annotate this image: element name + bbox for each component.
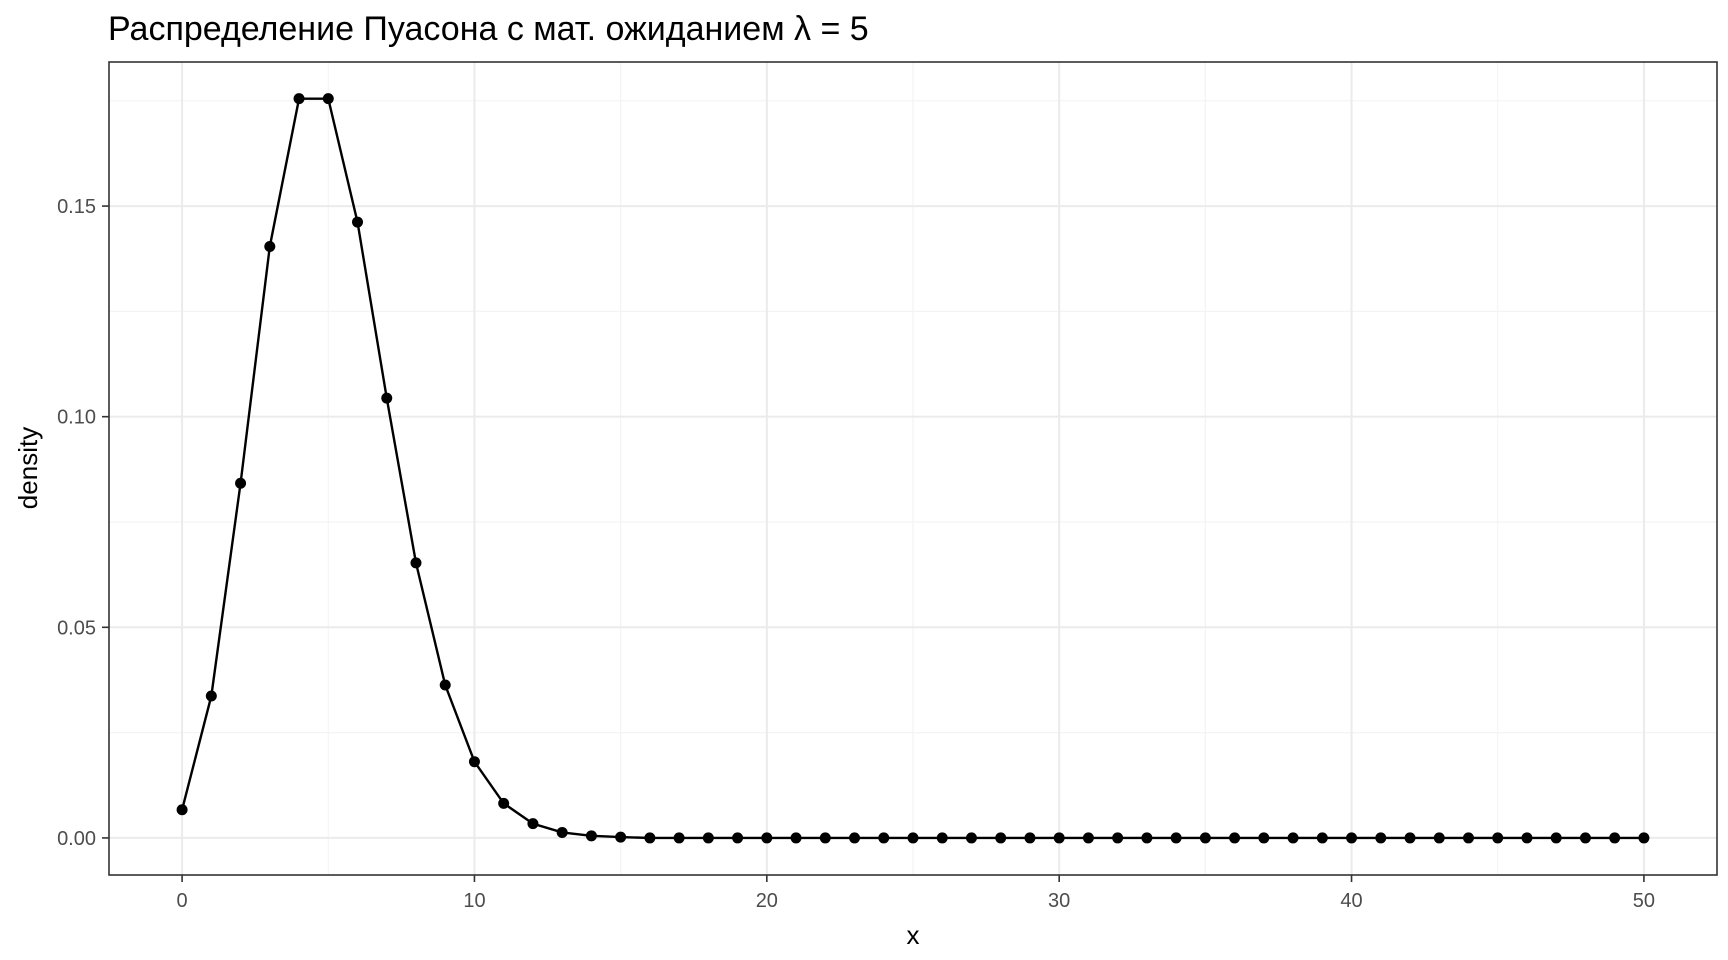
density-point xyxy=(322,93,334,105)
x-tick-label: 30 xyxy=(1048,890,1070,912)
density-point xyxy=(761,832,773,844)
x-tick-label: 0 xyxy=(177,890,188,912)
density-point xyxy=(1170,832,1182,844)
x-tick-label: 40 xyxy=(1340,890,1362,912)
x-tick-label: 50 xyxy=(1633,890,1655,912)
density-point xyxy=(1433,832,1445,844)
density-point xyxy=(1638,832,1650,844)
density-point xyxy=(1609,832,1621,844)
plot-panel-border xyxy=(108,61,1718,876)
density-point xyxy=(410,557,422,569)
density-point xyxy=(439,679,451,691)
density-point xyxy=(498,797,510,809)
density-point xyxy=(293,93,305,105)
x-axis: 0 10 20 30 40 50 xyxy=(177,875,1655,912)
density-point xyxy=(995,832,1007,844)
density-point xyxy=(673,832,685,844)
x-axis-title: x xyxy=(907,920,920,950)
density-point xyxy=(732,832,744,844)
density-point xyxy=(702,832,714,844)
density-point xyxy=(556,826,568,838)
density-point xyxy=(1199,832,1211,844)
y-axis-title: density xyxy=(13,427,43,509)
series-layer xyxy=(176,93,1650,844)
density-point xyxy=(878,832,890,844)
density-point xyxy=(790,832,802,844)
major-gridlines xyxy=(109,62,1717,875)
density-point xyxy=(527,818,539,830)
density-point xyxy=(468,756,480,768)
density-point xyxy=(205,690,217,702)
density-point xyxy=(1521,832,1533,844)
density-point xyxy=(1316,832,1328,844)
density-point xyxy=(819,832,831,844)
density-point xyxy=(615,831,627,843)
density-point xyxy=(965,832,977,844)
x-tick-label: 10 xyxy=(463,890,485,912)
density-point xyxy=(1346,832,1358,844)
density-point xyxy=(1462,832,1474,844)
density-point xyxy=(176,804,188,816)
density-point xyxy=(1024,832,1036,844)
density-point xyxy=(1112,832,1124,844)
density-point xyxy=(1404,832,1416,844)
density-point xyxy=(1258,832,1270,844)
y-tick-label: 0.15 xyxy=(57,196,96,218)
density-point xyxy=(585,830,597,842)
density-point xyxy=(849,832,861,844)
density-point xyxy=(352,216,364,228)
density-point xyxy=(907,832,919,844)
density-point xyxy=(235,477,247,489)
density-point xyxy=(1082,832,1094,844)
density-point xyxy=(381,392,393,404)
density-point xyxy=(1053,832,1065,844)
density-point xyxy=(1141,832,1153,844)
chart-title: Распределение Пуасона с мат. ожиданием λ… xyxy=(108,10,869,48)
density-point xyxy=(1492,832,1504,844)
x-tick-label: 20 xyxy=(756,890,778,912)
density-point xyxy=(264,241,276,252)
y-tick-label: 0.10 xyxy=(57,407,96,429)
density-point xyxy=(1287,832,1299,844)
y-tick-label: 0.00 xyxy=(57,828,96,850)
density-point xyxy=(1550,832,1562,844)
density-point xyxy=(1229,832,1241,844)
minor-gridlines xyxy=(109,62,1717,875)
density-point xyxy=(1579,832,1591,844)
density-point xyxy=(1375,832,1387,844)
y-tick-label: 0.05 xyxy=(57,617,96,639)
density-point xyxy=(936,832,948,844)
y-axis: 0.00 0.05 0.10 0.15 xyxy=(57,196,109,850)
density-point xyxy=(644,832,656,844)
